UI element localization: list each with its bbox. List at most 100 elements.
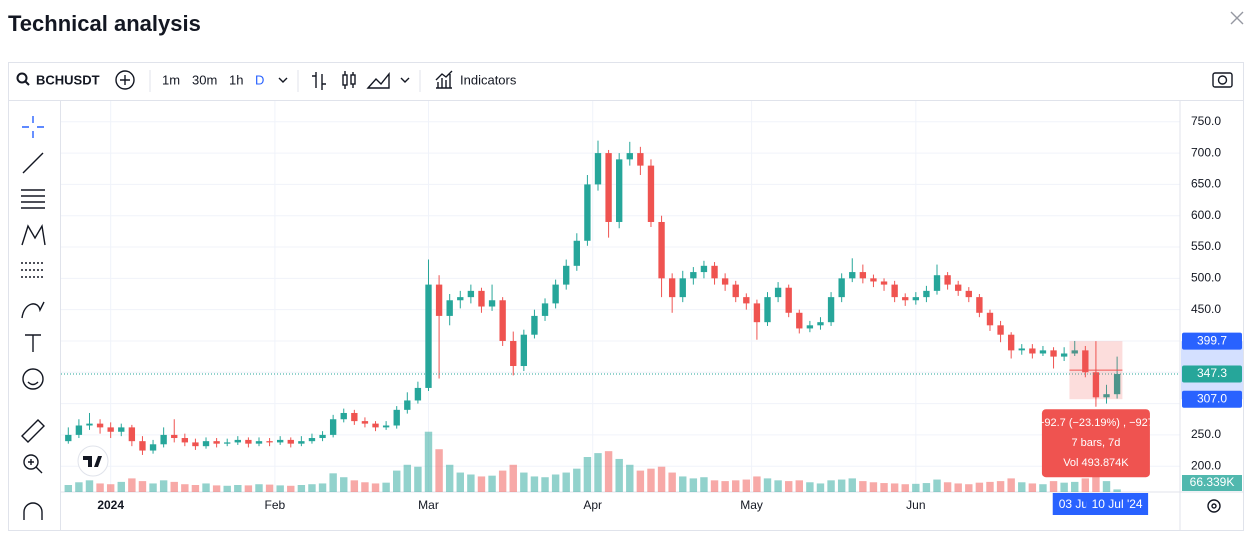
symbol: BCHUSDT	[36, 72, 100, 87]
candle-body	[563, 265, 570, 285]
x-tick-label: Apr	[583, 498, 602, 512]
volume-bar	[784, 481, 793, 492]
date-label-bg	[1086, 493, 1149, 515]
volume-bar	[467, 474, 475, 492]
volume-bar	[265, 484, 274, 492]
interval-active[interactable]: D	[255, 72, 264, 87]
measure-text: −92.7 (−23.19%) , −927	[1038, 417, 1154, 429]
candle-body	[245, 439, 252, 444]
volume-bar	[445, 464, 454, 492]
candle-body	[859, 272, 867, 279]
volume-bar	[202, 483, 210, 492]
projection-tool[interactable]	[21, 262, 45, 278]
chevron[interactable]	[400, 77, 410, 83]
candle-body	[965, 290, 972, 298]
candle-body	[319, 434, 326, 439]
candle-body	[478, 290, 485, 307]
volume-bar	[742, 479, 751, 492]
date-label: 10 Jul '24	[1092, 497, 1143, 511]
bar-style[interactable]	[312, 72, 326, 90]
text-tool[interactable]	[25, 334, 41, 352]
candle-body	[785, 287, 792, 313]
candle-body	[1050, 350, 1057, 357]
brush-tool[interactable]	[21, 301, 45, 319]
last-price-label: 347.3	[1197, 366, 1227, 380]
candle-body	[902, 297, 909, 301]
volume-bar	[679, 476, 687, 492]
volume-bar	[1060, 482, 1068, 492]
y-tick-label: 550.0	[1191, 239, 1221, 253]
symbol-search[interactable]: BCHUSDT	[16, 72, 100, 87]
volume-bar	[350, 480, 359, 492]
volume-bar	[424, 431, 433, 492]
screenshot-button[interactable]	[1212, 72, 1233, 88]
volume-bar	[753, 476, 761, 492]
chevron[interactable]	[278, 77, 288, 83]
candle-body	[976, 297, 983, 313]
interval[interactable]: 30m	[192, 72, 217, 87]
last-volume-label: 66.339K	[1190, 475, 1235, 489]
candle-body	[944, 275, 951, 285]
candle-body	[75, 425, 83, 435]
volume-bar	[975, 482, 984, 492]
candle-body	[1113, 373, 1121, 395]
volume-bar	[965, 484, 973, 492]
volume-bar	[912, 483, 920, 492]
candle-style[interactable]	[342, 71, 356, 89]
settings-button[interactable]	[1207, 499, 1221, 513]
y-tick-label: 250.0	[1191, 427, 1221, 441]
volume-bar	[223, 485, 231, 492]
fib-tool[interactable]	[21, 189, 45, 209]
candle-body	[329, 419, 337, 435]
candle-body	[1060, 353, 1068, 357]
y-tick-label: 750.0	[1191, 114, 1221, 128]
volume-bar	[308, 484, 316, 492]
volume-bar	[551, 474, 560, 492]
volume-bar	[996, 481, 1005, 492]
trendline-tool[interactable]	[22, 152, 44, 174]
volume-bar	[869, 482, 878, 492]
compare-button[interactable]	[115, 70, 135, 90]
area-style[interactable]	[366, 72, 390, 89]
volume-bar	[562, 472, 570, 492]
zoom-tool[interactable]	[23, 454, 43, 474]
interval[interactable]: 1m	[162, 72, 180, 87]
volume-bar	[573, 468, 581, 492]
volume-bar	[806, 482, 814, 492]
crosshair-tool[interactable]	[22, 116, 44, 138]
magnet-tool[interactable]	[23, 502, 43, 520]
pattern-tool[interactable]	[21, 223, 46, 246]
candle-body	[118, 427, 125, 432]
x-tick-label: Feb	[265, 498, 286, 512]
volume-bar	[149, 483, 157, 492]
volume-bar	[763, 478, 772, 492]
volume-bar	[732, 480, 740, 492]
candle-body	[584, 184, 591, 241]
candle-body	[213, 441, 220, 444]
candle-body	[488, 300, 496, 307]
range-low-label: 307.0	[1197, 391, 1227, 405]
candle-body	[774, 287, 782, 298]
volume-bar	[477, 476, 486, 492]
candle-body	[128, 427, 136, 442]
volume-bar	[520, 472, 528, 492]
volume-bar	[837, 479, 846, 492]
volume-bar	[795, 480, 803, 492]
icon-tool[interactable]	[22, 368, 44, 390]
interval[interactable]: 1h	[229, 72, 243, 87]
ruler-tool[interactable]	[21, 419, 45, 443]
volume-bar	[922, 483, 931, 492]
close-button[interactable]	[1230, 11, 1244, 25]
volume-bar	[890, 483, 899, 492]
chart-frame	[8, 100, 1244, 531]
page-title: Technical analysis	[8, 11, 201, 36]
candle-body	[202, 441, 210, 447]
candle-body	[955, 284, 962, 291]
candle-body	[1103, 394, 1110, 398]
candle-body	[65, 434, 72, 442]
volume-bar	[880, 483, 888, 492]
x-tick-label: Jun	[906, 498, 925, 512]
indicators-button[interactable]: Indicators	[435, 70, 517, 89]
candle-body	[414, 387, 422, 401]
